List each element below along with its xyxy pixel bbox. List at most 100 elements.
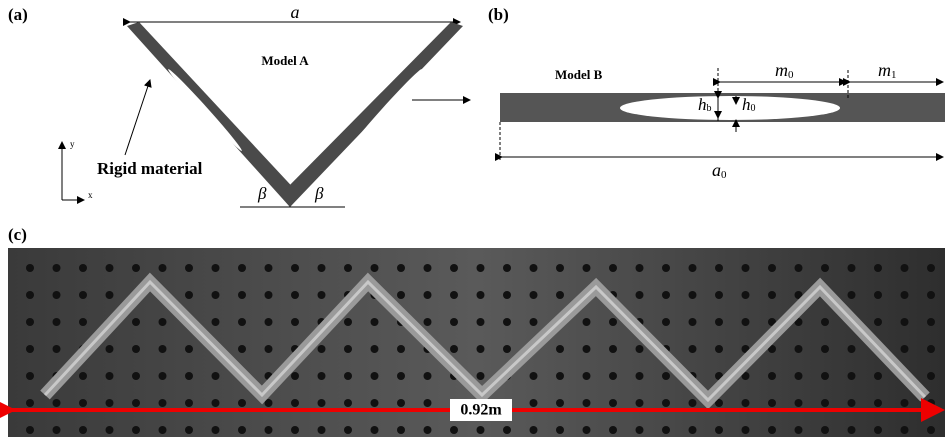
peg-hole [795, 426, 803, 434]
peg-hole [450, 291, 458, 299]
peg-hole [185, 345, 193, 353]
peg-hole [212, 264, 220, 272]
peg-hole [159, 372, 167, 380]
peg-hole [556, 426, 564, 434]
peg-hole [477, 318, 485, 326]
peg-hole [768, 264, 776, 272]
peg-hole [636, 399, 644, 407]
peg-hole [424, 291, 432, 299]
peg-hole [874, 318, 882, 326]
peg-hole [26, 264, 34, 272]
peg-hole [768, 426, 776, 434]
peg-hole [79, 318, 87, 326]
peg-hole [212, 426, 220, 434]
peg-hole [106, 426, 114, 434]
peg-hole [371, 399, 379, 407]
peg-hole [212, 372, 220, 380]
peg-hole [212, 399, 220, 407]
peg-hole [848, 345, 856, 353]
peg-hole [848, 399, 856, 407]
peg-hole [609, 318, 617, 326]
peg-hole [53, 318, 61, 326]
figure: (a) a Model A Rigid material β β y x (b)… [0, 0, 945, 437]
peg-hole [530, 399, 538, 407]
peg-hole [344, 372, 352, 380]
peg-hole [106, 264, 114, 272]
peg-hole [477, 345, 485, 353]
peg-hole [927, 345, 935, 353]
peg-hole [530, 264, 538, 272]
peg-hole [821, 426, 829, 434]
peg-hole [874, 426, 882, 434]
peg-hole [185, 426, 193, 434]
peg-hole [556, 264, 564, 272]
peg-hole [477, 426, 485, 434]
peg-hole [53, 291, 61, 299]
peg-hole [265, 264, 273, 272]
peg-hole [291, 426, 299, 434]
peg-hole [371, 264, 379, 272]
peg-hole [238, 318, 246, 326]
peg-hole [583, 372, 591, 380]
peg-hole [636, 426, 644, 434]
peg-hole [556, 345, 564, 353]
peg-hole [265, 345, 273, 353]
peg-hole [901, 291, 909, 299]
peg-hole [715, 291, 723, 299]
peg-hole [318, 399, 326, 407]
peg-hole [159, 345, 167, 353]
peg-hole [583, 426, 591, 434]
peg-hole [636, 372, 644, 380]
peg-hole [901, 399, 909, 407]
peg-hole [689, 264, 697, 272]
peg-hole [742, 291, 750, 299]
peg-hole [159, 426, 167, 434]
peg-hole [53, 345, 61, 353]
peg-hole [132, 372, 140, 380]
peg-hole [397, 345, 405, 353]
panel-label: (b) [488, 5, 509, 24]
panel-label: (c) [8, 225, 27, 244]
peg-hole [583, 345, 591, 353]
peg-hole [318, 426, 326, 434]
slit [166, 67, 244, 153]
peg-hole [583, 264, 591, 272]
peg-hole [689, 399, 697, 407]
peg-hole [821, 264, 829, 272]
peg-hole [821, 399, 829, 407]
peg-hole [159, 264, 167, 272]
peg-hole [477, 372, 485, 380]
peg-hole [344, 318, 352, 326]
peg-hole [79, 372, 87, 380]
peg-hole [795, 264, 803, 272]
peg-hole [689, 345, 697, 353]
peg-hole [132, 345, 140, 353]
peg-hole [742, 318, 750, 326]
peg-hole [424, 372, 432, 380]
right-arm [280, 22, 463, 207]
peg-hole [795, 345, 803, 353]
peg-hole [821, 372, 829, 380]
peg-hole [371, 426, 379, 434]
peg-hole [371, 372, 379, 380]
peg-hole [662, 399, 670, 407]
peg-hole [874, 264, 882, 272]
peg-hole [424, 399, 432, 407]
model-label: Model A [261, 53, 309, 68]
peg-hole [291, 291, 299, 299]
peg-hole [185, 291, 193, 299]
peg-hole [662, 264, 670, 272]
peg-hole [291, 372, 299, 380]
peg-hole [212, 318, 220, 326]
peg-hole [450, 318, 458, 326]
peg-hole [927, 372, 935, 380]
peg-hole [344, 345, 352, 353]
peg-hole [26, 426, 34, 434]
angle-label: β [257, 184, 267, 203]
peg-hole [106, 345, 114, 353]
peg-hole [874, 399, 882, 407]
peg-hole [874, 291, 882, 299]
peg-hole [185, 372, 193, 380]
peg-hole [636, 264, 644, 272]
dim-label: a0 [712, 160, 727, 180]
